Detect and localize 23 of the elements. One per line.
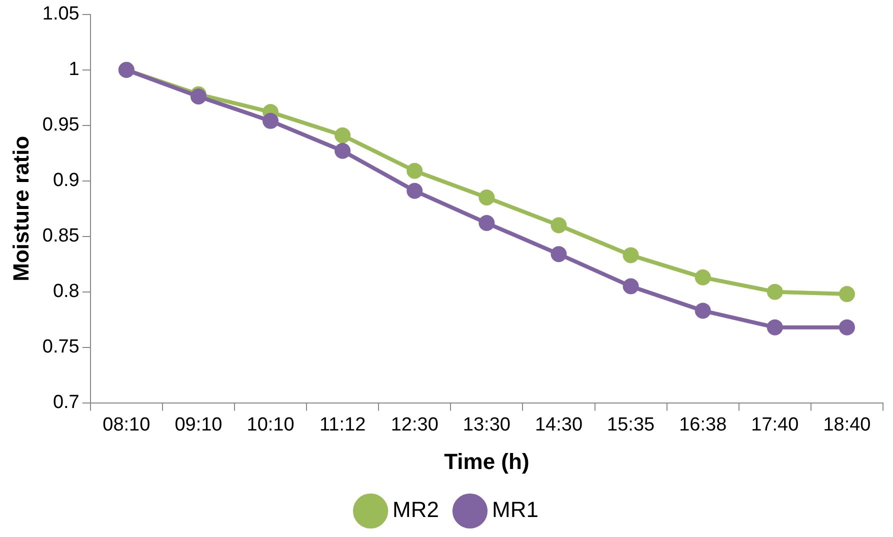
x-tick-label: 08:10 bbox=[102, 414, 150, 436]
x-tick-label: 15:35 bbox=[607, 414, 655, 436]
x-tick-label: 18:40 bbox=[823, 414, 871, 436]
y-tick-label: 0.95 bbox=[42, 114, 80, 136]
legend-label: MR1 bbox=[492, 497, 538, 522]
x-tick-label: 09:10 bbox=[174, 414, 222, 436]
y-tick-label: 0.85 bbox=[42, 226, 80, 247]
x-tick-label: 12:30 bbox=[390, 414, 438, 436]
x-tick-label: 17:40 bbox=[751, 414, 799, 436]
x-tick-label: 16:38 bbox=[679, 414, 727, 436]
x-tick-label: 14:30 bbox=[534, 414, 583, 436]
y-tick-label: 1 bbox=[68, 59, 80, 80]
y-tick-label: 0.9 bbox=[52, 170, 80, 192]
x-tick-label: 11:12 bbox=[320, 414, 366, 436]
x-axis-title: Time (h) bbox=[444, 448, 530, 474]
y-tick-label: 0.7 bbox=[52, 392, 80, 414]
y-axis-title: Moisture ratio bbox=[8, 136, 34, 282]
y-tick-label: 1.05 bbox=[42, 4, 80, 25]
y-tick-label: 0.8 bbox=[52, 281, 80, 302]
x-tick-label: 13:30 bbox=[462, 414, 510, 436]
y-tick-label: 0.75 bbox=[42, 336, 80, 358]
legend-label: MR2 bbox=[392, 497, 440, 522]
x-tick-label: 10:10 bbox=[246, 414, 294, 436]
